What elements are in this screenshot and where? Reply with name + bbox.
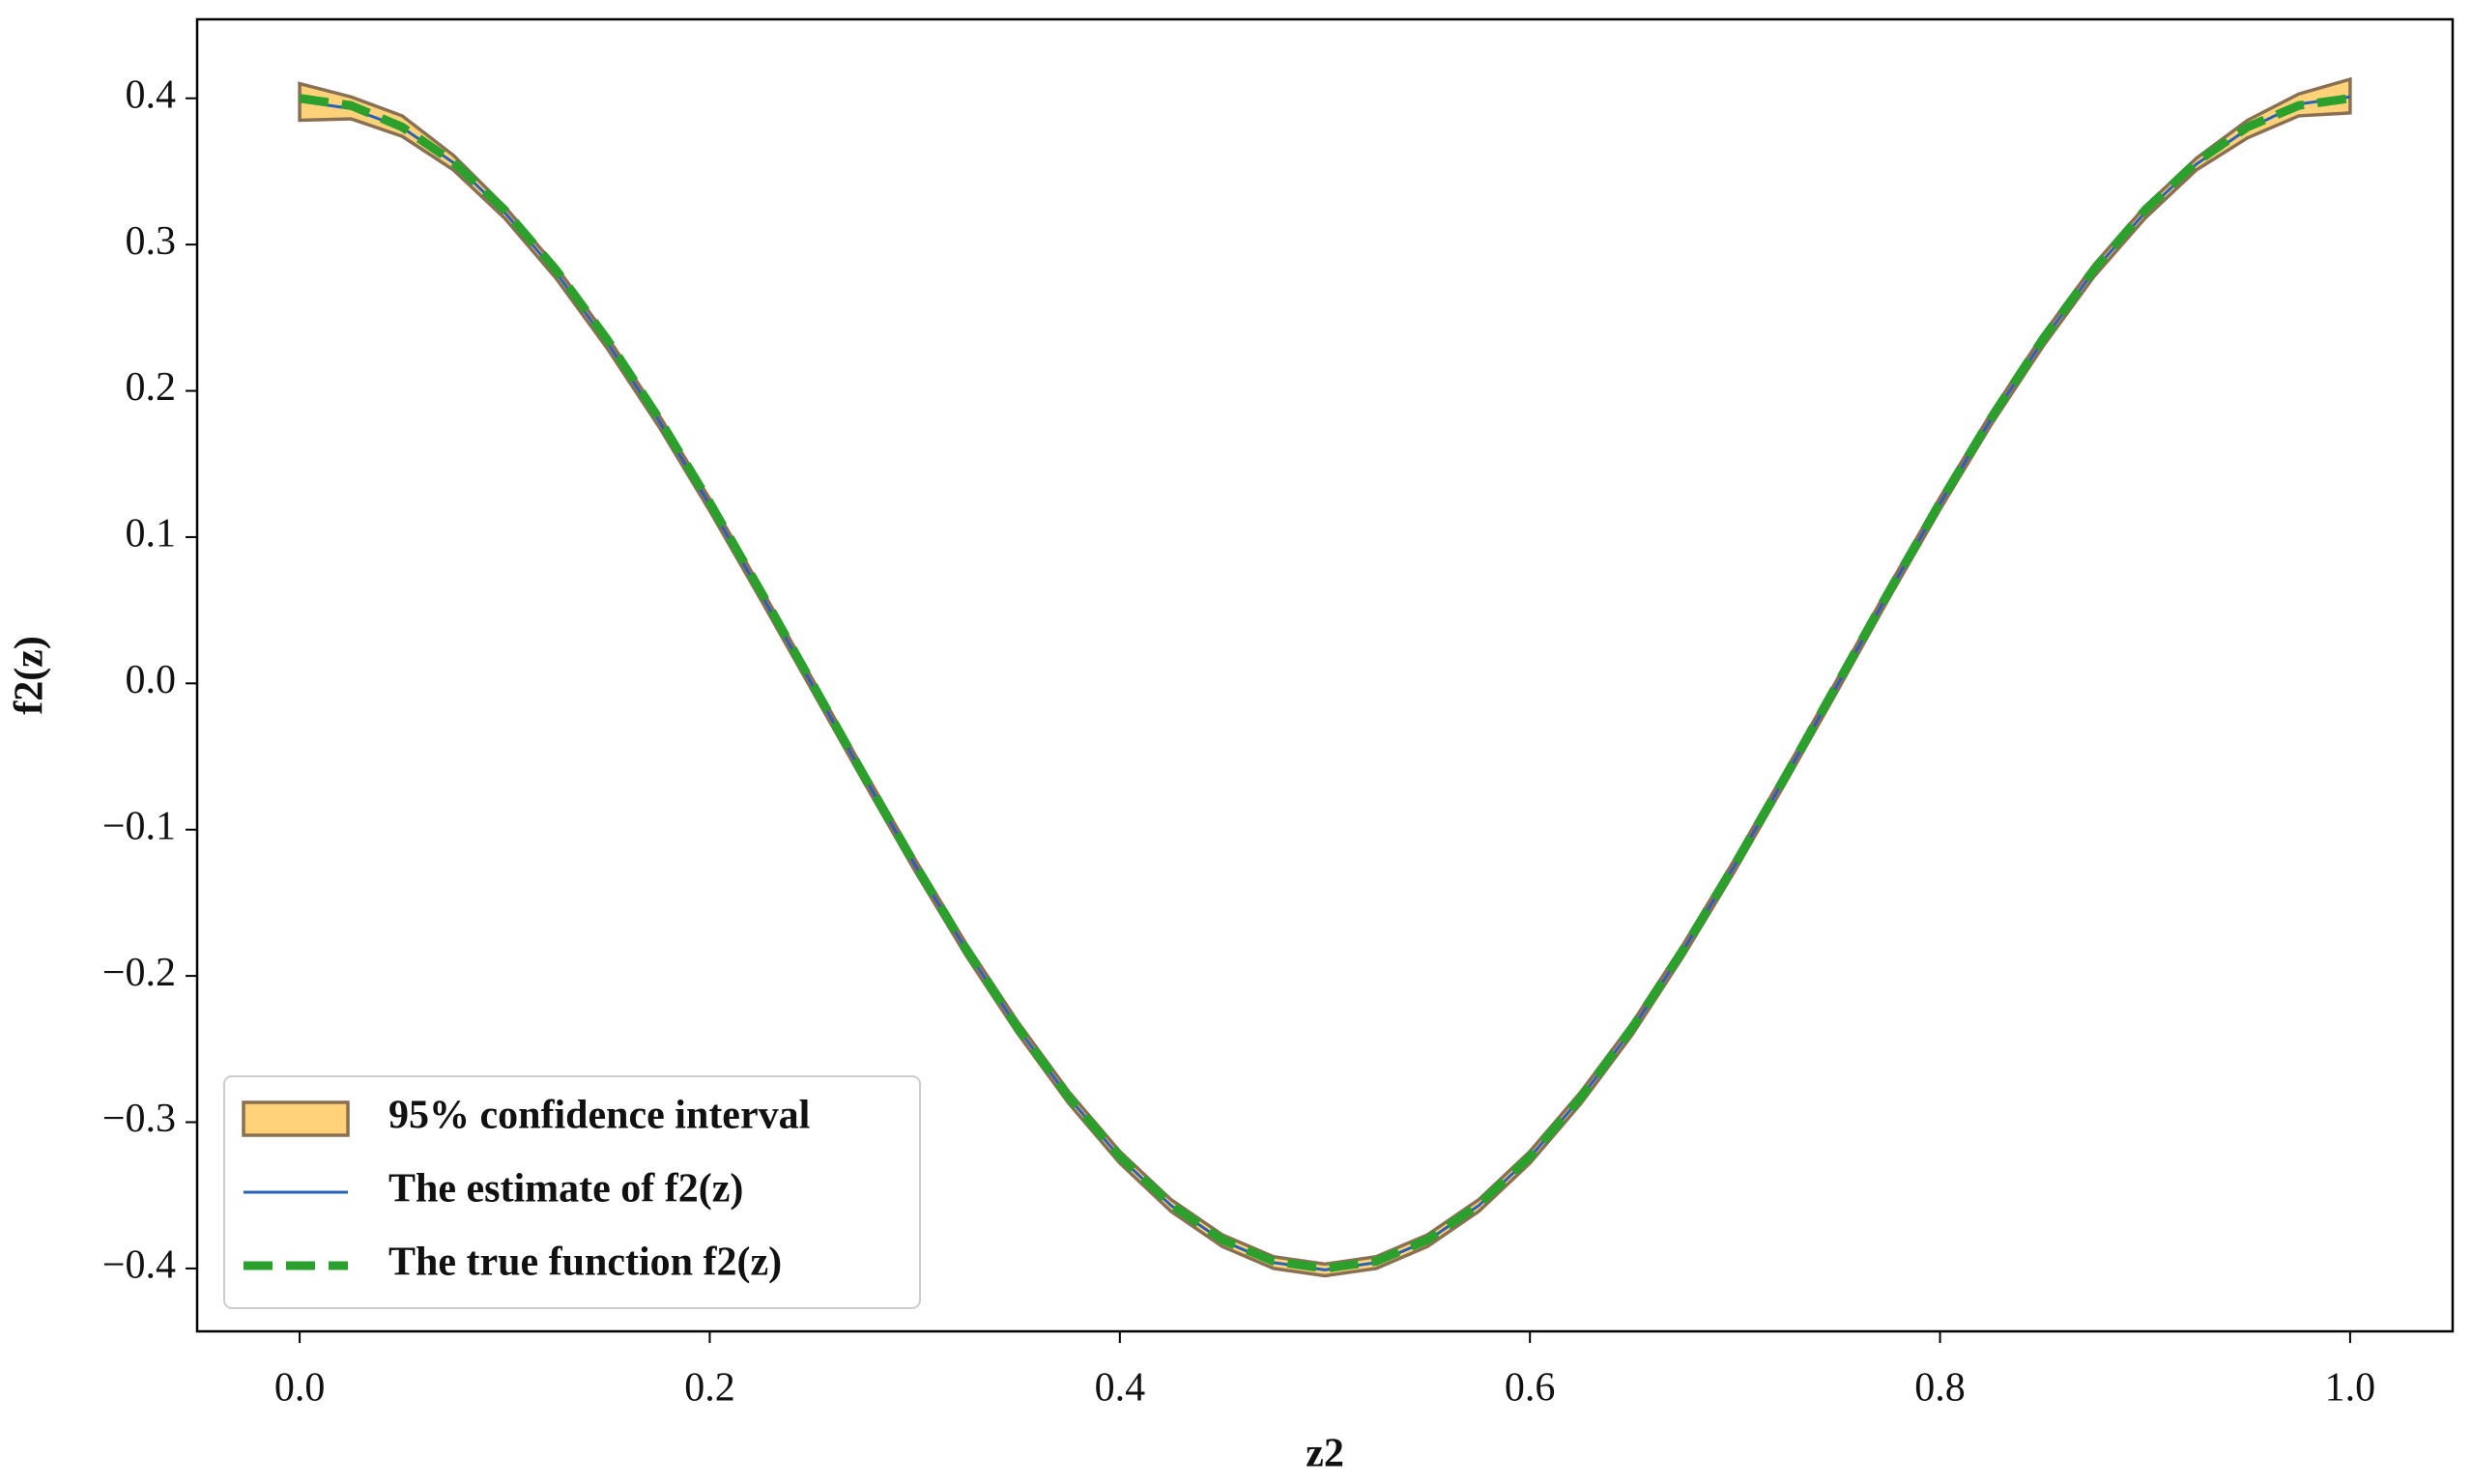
x-tick-label: 0.6	[1505, 1366, 1556, 1411]
y-tick-label: 0.4	[126, 72, 177, 117]
legend-label: 95% confidence interval	[388, 1094, 810, 1138]
y-tick-label: −0.2	[102, 951, 176, 995]
y-tick-label: 0.0	[126, 658, 177, 702]
x-tick-label: 0.0	[274, 1366, 326, 1411]
x-tick-label: 0.8	[1914, 1366, 1966, 1411]
x-tick-label: 0.4	[1095, 1366, 1146, 1411]
y-tick-label: 0.2	[126, 365, 177, 410]
x-axis-label: z2	[1306, 1432, 1344, 1476]
legend-box	[223, 1075, 921, 1309]
legend-label: The estimate of f2(z)	[388, 1167, 743, 1212]
y-tick-label: 0.3	[126, 219, 177, 264]
y-tick-label: −0.1	[102, 804, 176, 848]
legend-swatch	[242, 1100, 350, 1137]
y-tick-label: −0.4	[102, 1243, 176, 1288]
plot-frame	[195, 17, 2455, 1333]
x-tick-label: 1.0	[2325, 1366, 2376, 1411]
x-tick-label: 0.2	[684, 1366, 735, 1411]
legend-label: The true function f2(z)	[388, 1241, 782, 1285]
y-tick-label: 0.1	[126, 512, 177, 556]
y-axis-label: f2(z)	[8, 636, 52, 715]
y-tick-label: −0.3	[102, 1097, 176, 1141]
